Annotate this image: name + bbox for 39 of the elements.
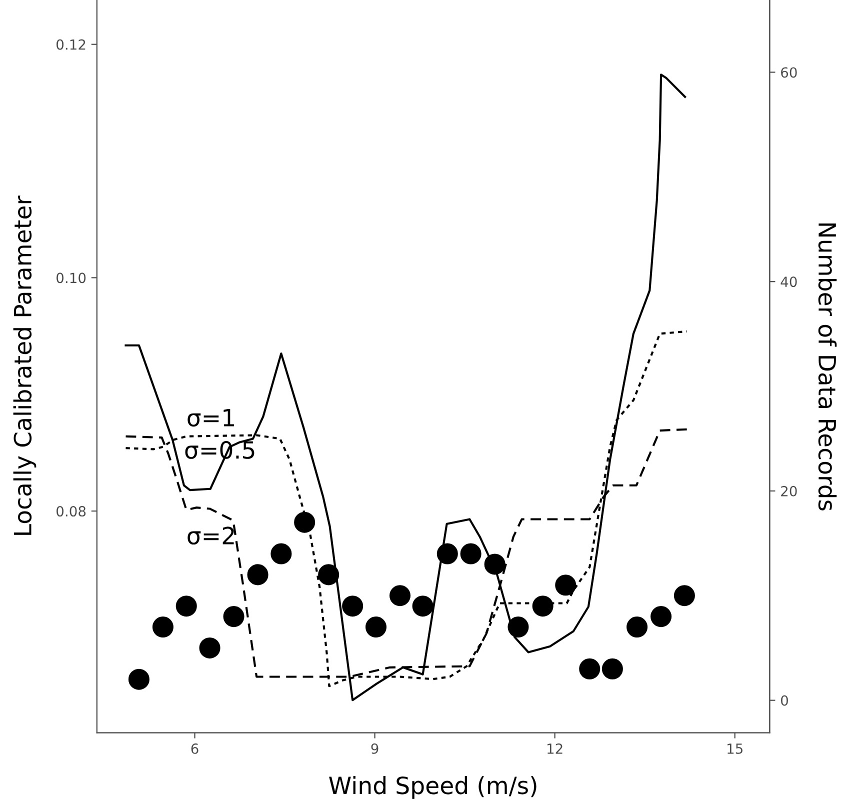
- point: [365, 616, 387, 638]
- point: [270, 543, 292, 564]
- point: [152, 616, 174, 638]
- point: [247, 564, 268, 586]
- y-tick-label: 0.12: [56, 39, 86, 50]
- series-label: σ=1: [188, 409, 234, 427]
- point: [318, 564, 340, 586]
- point: [460, 543, 482, 564]
- point: [294, 512, 316, 533]
- y-axis-title: Locally Calibrated Parameter: [13, 196, 36, 535]
- y-tick-label: 0.10: [56, 272, 86, 284]
- y2-tick-label: 20: [781, 486, 797, 496]
- point: [389, 585, 411, 606]
- point: [176, 596, 197, 617]
- point: [532, 596, 554, 617]
- point: [626, 616, 648, 638]
- x-axis-title: Wind Speed (m/s): [329, 776, 536, 799]
- y2-tick-label: 40: [780, 276, 797, 288]
- point: [508, 616, 529, 638]
- point: [412, 596, 434, 617]
- line-series: [124, 74, 686, 702]
- y2-tick-label: 60: [781, 67, 797, 78]
- point: [555, 574, 576, 596]
- point: [650, 606, 672, 628]
- x-tick-label: 9: [371, 743, 378, 754]
- y-tick-label: 0.08: [56, 506, 86, 517]
- point: [579, 658, 600, 680]
- x-tick-label: 6: [191, 743, 198, 754]
- point: [342, 596, 364, 617]
- point: [602, 658, 623, 680]
- x-tick-label: 12: [548, 743, 562, 754]
- y2-tick-label: 0: [780, 695, 788, 706]
- x-tick-label: 15: [728, 744, 742, 754]
- point: [128, 668, 150, 690]
- point: [674, 585, 695, 606]
- point: [223, 606, 244, 628]
- series-label: σ=2: [188, 526, 234, 545]
- y2-axis-title: Number of Data Records: [818, 224, 837, 510]
- point: [199, 637, 220, 658]
